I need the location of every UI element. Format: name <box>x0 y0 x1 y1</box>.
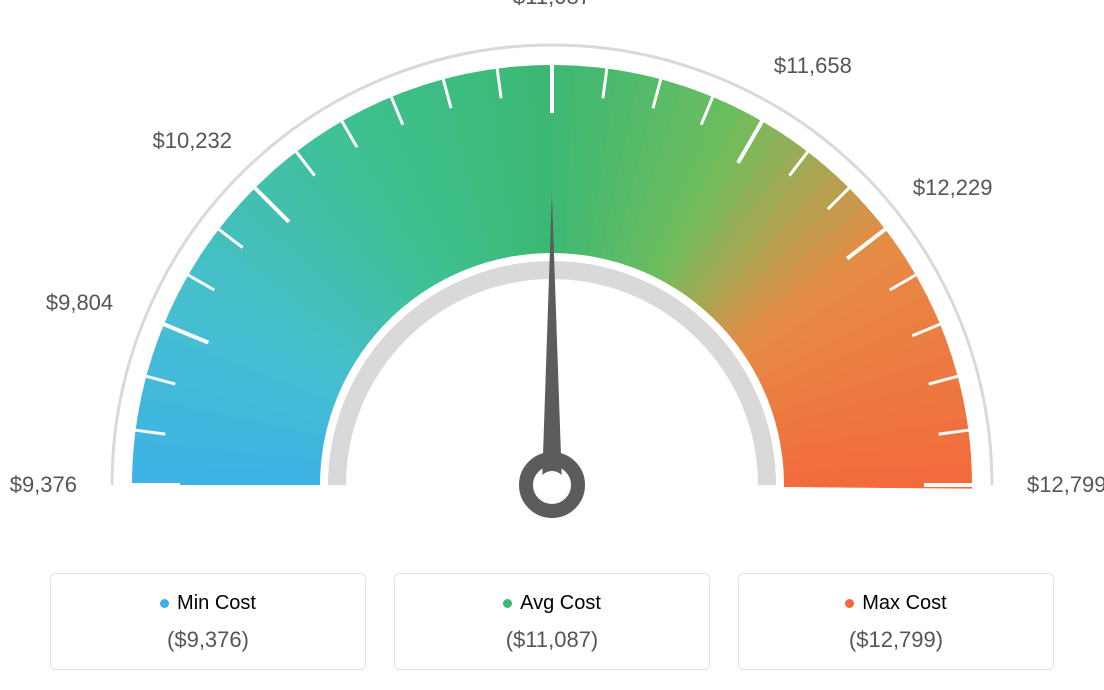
avg-cost-title: Avg Cost <box>503 592 601 615</box>
gauge-svg <box>0 0 1104 540</box>
dot-icon <box>160 599 169 608</box>
min-cost-title: Min Cost <box>160 592 256 615</box>
scale-label: $9,376 <box>10 472 77 498</box>
dot-icon <box>845 599 854 608</box>
scale-label: $12,229 <box>913 175 993 201</box>
min-cost-card: Min Cost ($9,376) <box>50 573 366 670</box>
avg-cost-label: Avg Cost <box>520 592 601 615</box>
avg-cost-value: ($11,087) <box>405 627 699 653</box>
dot-icon <box>503 599 512 608</box>
gauge-chart: $9,376 $9,804 $10,232 $11,087 $11,658 $12,229… <box>0 0 1104 540</box>
avg-cost-card: Avg Cost ($11,087) <box>394 573 710 670</box>
scale-label: $10,232 <box>152 128 232 154</box>
scale-label: $11,658 <box>774 53 852 79</box>
max-cost-card: Max Cost ($12,799) <box>738 573 1054 670</box>
min-cost-value: ($9,376) <box>61 627 355 653</box>
min-cost-label: Min Cost <box>177 592 256 615</box>
max-cost-title: Max Cost <box>845 592 946 615</box>
max-cost-label: Max Cost <box>862 592 946 615</box>
summary-cards: Min Cost ($9,376) Avg Cost ($11,087) Max… <box>50 573 1054 670</box>
scale-label: $9,804 <box>46 290 113 316</box>
scale-label: $11,087 <box>513 0 591 10</box>
scale-label: $12,799 <box>1027 472 1104 498</box>
max-cost-value: ($12,799) <box>749 627 1043 653</box>
